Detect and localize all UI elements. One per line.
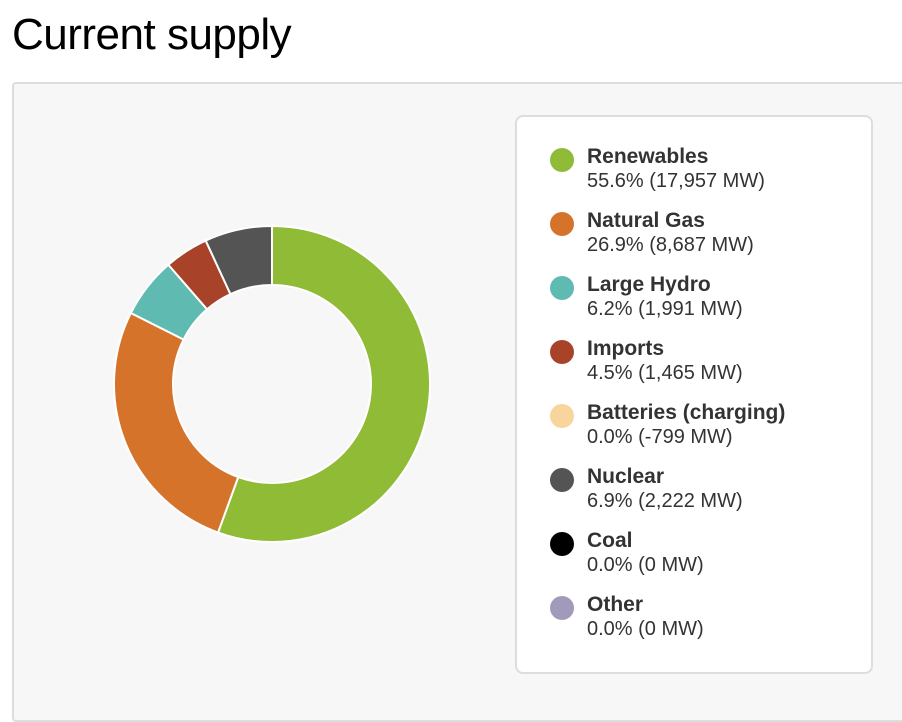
donut-slice-renewables[interactable] [216,224,431,543]
legend-label: Imports [587,337,665,360]
legend-swatch-icon [550,404,574,428]
legend-label: Large Hydro [587,273,711,296]
legend-value: 6.9% (2,222 MW) [587,490,743,512]
legend-value: 6.2% (1,991 MW) [587,298,743,320]
legend-swatch-icon [550,148,574,172]
donut-slice-nuclear[interactable] [204,224,273,296]
legend-swatch-icon [550,340,574,364]
legend-label: Renewables [587,145,709,168]
legend-value: 0.0% (-799 MW) [587,426,733,448]
legend-value: 0.0% (0 MW) [587,618,704,640]
legend-value: 26.9% (8,687 MW) [587,234,754,256]
legend-swatch-icon [550,468,574,492]
legend-value: 0.0% (0 MW) [587,554,704,576]
legend-swatch-icon [550,532,574,556]
legend-value: 4.5% (1,465 MW) [587,362,743,384]
donut-slice-natural-gas[interactable] [113,311,240,534]
legend-swatch-icon [550,212,574,236]
legend-label: Natural Gas [587,209,705,232]
legend-swatch-icon [550,596,574,620]
chart-legend: Renewables 55.6% (17,957 MW) Natural Gas… [515,115,873,674]
legend-label: Batteries (charging) [587,401,786,424]
legend-label: Nuclear [587,465,665,488]
legend-label: Other [587,593,644,616]
legend-label: Coal [587,529,633,552]
legend-swatch-icon [550,276,574,300]
legend-value: 55.6% (17,957 MW) [587,170,765,192]
page-title: Current supply [12,10,292,59]
donut-chart [113,224,431,543]
